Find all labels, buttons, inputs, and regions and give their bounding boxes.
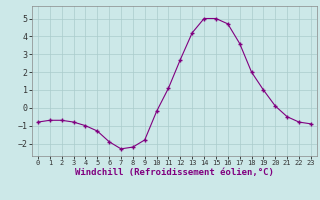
X-axis label: Windchill (Refroidissement éolien,°C): Windchill (Refroidissement éolien,°C) [75, 168, 274, 177]
